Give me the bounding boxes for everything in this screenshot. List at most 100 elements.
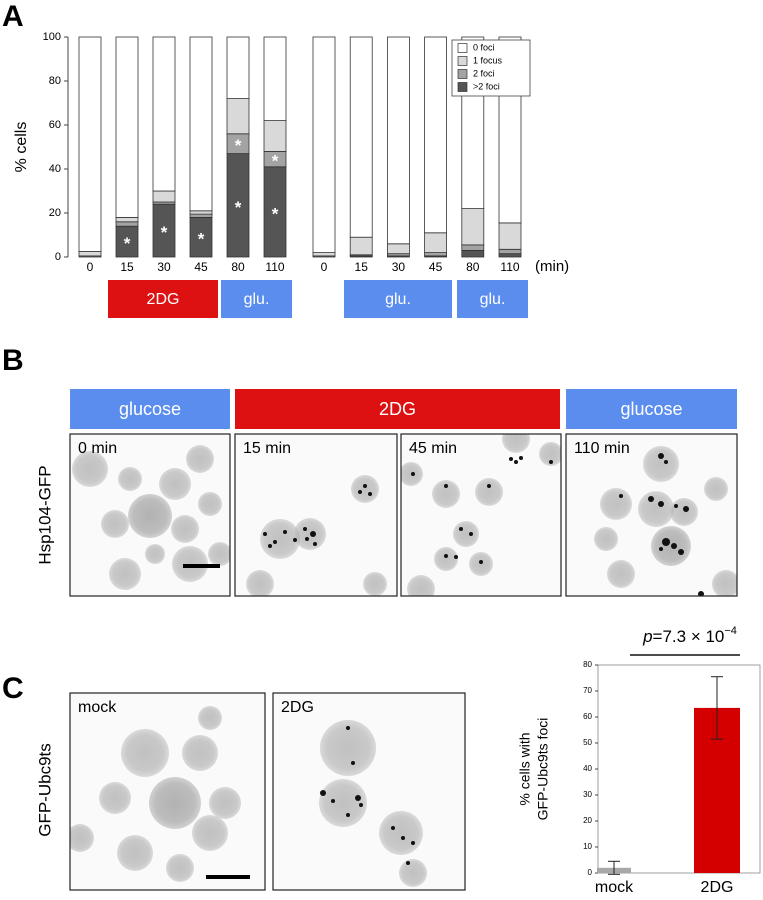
condition-header [566, 389, 737, 429]
cell [101, 510, 129, 538]
cell [643, 446, 679, 482]
condition-bar [344, 280, 452, 318]
cell [379, 811, 423, 855]
focus-dot [310, 531, 316, 537]
focus-dot [293, 538, 297, 542]
focus-dot [331, 799, 335, 803]
focus-dot [268, 544, 272, 548]
x-tick-label: 80 [231, 260, 245, 274]
cell [607, 560, 635, 588]
focus-dot [391, 826, 395, 830]
y-axis-label: GFP-Ubc9ts foci [535, 718, 551, 821]
significance-marker: * [235, 198, 242, 217]
condition-label: 2DG [379, 399, 416, 419]
focus-dot [273, 540, 277, 544]
legend-swatch [457, 56, 468, 66]
x-axis-label: (min) [535, 258, 569, 275]
cell [72, 451, 108, 487]
y-tick-label: 70 [583, 686, 592, 695]
image-row-label: Hsp104-GFP [35, 465, 54, 564]
cell [670, 498, 698, 526]
legend-label: >2 foci [473, 81, 500, 91]
cell [319, 779, 367, 827]
cell [502, 434, 530, 453]
focus-dot [346, 726, 350, 730]
y-tick-label: 80 [49, 75, 61, 87]
cell [363, 572, 387, 596]
y-tick-label: 0 [588, 868, 593, 877]
cell [208, 542, 230, 566]
cell [209, 787, 241, 819]
focus-dot [698, 591, 704, 596]
focus-dot [320, 790, 326, 796]
condition-label: glu. [244, 291, 270, 308]
cell [260, 519, 300, 559]
focus-dot [444, 484, 448, 488]
bar-segment [152, 190, 176, 203]
legend-label: 2 foci [473, 68, 495, 78]
cell [246, 570, 274, 596]
y-tick-label: 20 [583, 816, 592, 825]
focus-dot [519, 456, 523, 460]
focus-dot [479, 560, 483, 564]
condition-bar [108, 280, 218, 318]
cell [351, 475, 379, 503]
focus-dot [358, 490, 362, 494]
cell [117, 835, 153, 871]
micrograph [70, 434, 230, 596]
focus-dot [406, 861, 410, 865]
p-value-part: p [642, 627, 652, 646]
error-bar [608, 860, 620, 875]
cell [159, 468, 191, 500]
bar-segment [424, 232, 448, 254]
cell [399, 859, 427, 887]
cell [182, 735, 218, 771]
focus-dot [303, 527, 307, 531]
focus-dot [351, 761, 355, 765]
cell [453, 521, 479, 547]
cell [149, 777, 201, 829]
cell [432, 480, 460, 508]
x-tick-label: 30 [392, 260, 406, 274]
focus-dot [368, 492, 372, 496]
p-value-part: =7.3 × 10 [653, 627, 725, 646]
focus-dot [671, 543, 677, 549]
focus-dot [359, 803, 363, 807]
focus-dot [678, 549, 684, 555]
x-tick-label: 0 [87, 260, 94, 274]
image-label: 15 min [243, 440, 291, 457]
bar-segment [189, 213, 213, 218]
image-label: mock [78, 699, 117, 716]
micrograph [566, 434, 737, 596]
image-frame [400, 433, 562, 597]
bar-segment [226, 36, 250, 99]
bar-segment [498, 248, 522, 255]
bar-segment [263, 36, 287, 121]
focus-dot [469, 532, 473, 536]
x-tick-label: 0 [321, 260, 328, 274]
bar-segment [263, 120, 287, 152]
bar-segment [115, 221, 139, 227]
bar-segment [424, 36, 448, 234]
cell [198, 706, 222, 730]
bar-segment [78, 36, 102, 252]
condition-label: glu. [480, 291, 506, 308]
cell [594, 527, 618, 551]
panel-label: B [2, 344, 24, 377]
legend-label: 1 focus [473, 55, 503, 65]
bar-segment [386, 36, 410, 245]
x-tick-label: 45 [429, 260, 443, 274]
y-axis-label: % cells [13, 122, 30, 173]
legend-swatch [457, 43, 468, 53]
bar-segment [498, 253, 522, 258]
cell [121, 729, 169, 777]
bar-segment [461, 249, 485, 258]
condition-label: glu. [385, 291, 411, 308]
significance-marker: * [198, 230, 205, 249]
image-frame [272, 692, 466, 891]
y-tick-label: 0 [55, 251, 61, 263]
significance-marker: * [161, 223, 168, 242]
x-tick-label: 15 [355, 260, 369, 274]
legend-swatch [457, 82, 468, 92]
image-label: 110 min [574, 440, 630, 457]
